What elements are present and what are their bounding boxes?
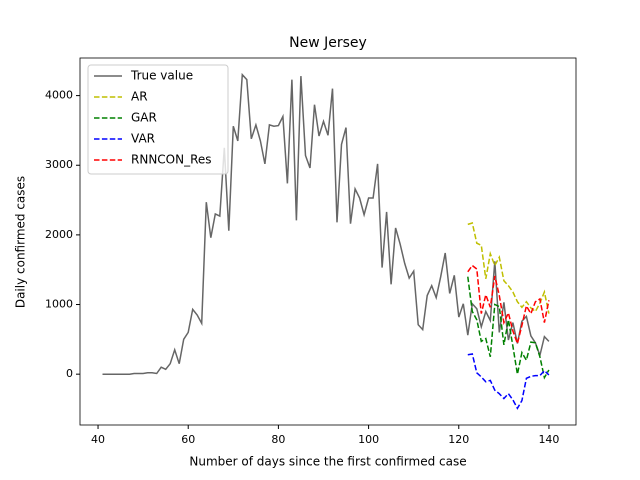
series-line (467, 222, 550, 314)
y-tick-label: 2000 (45, 228, 73, 241)
chart-title: New Jersey (289, 35, 367, 51)
x-tick-label: 40 (91, 433, 105, 446)
x-tick-label: 120 (448, 433, 469, 446)
series-line (467, 276, 550, 380)
x-tick-label: 100 (358, 433, 379, 446)
legend-label: RNNCON_Res (131, 153, 212, 167)
series-line (102, 72, 550, 375)
y-axis-label: Daily confirmed cases (14, 176, 28, 308)
legend-box (87, 64, 229, 175)
y-tick-label: 0 (66, 367, 73, 380)
series-line (467, 264, 550, 347)
x-axis-label: Number of days since the first confirmed… (189, 455, 466, 469)
y-tick-label: 1000 (45, 298, 73, 311)
legend-label: AR (131, 90, 148, 104)
x-tick-label: 60 (181, 433, 195, 446)
legend-label: GAR (131, 111, 157, 125)
y-tick-label: 3000 (45, 158, 73, 171)
y-tick-label: 4000 (45, 89, 73, 102)
legend-label: True value (130, 69, 193, 83)
x-tick-label: 140 (538, 433, 559, 446)
series-line (467, 353, 550, 410)
legend-label: VAR (131, 132, 155, 146)
plot-frame (79, 57, 577, 426)
x-tick-label: 80 (271, 433, 285, 446)
